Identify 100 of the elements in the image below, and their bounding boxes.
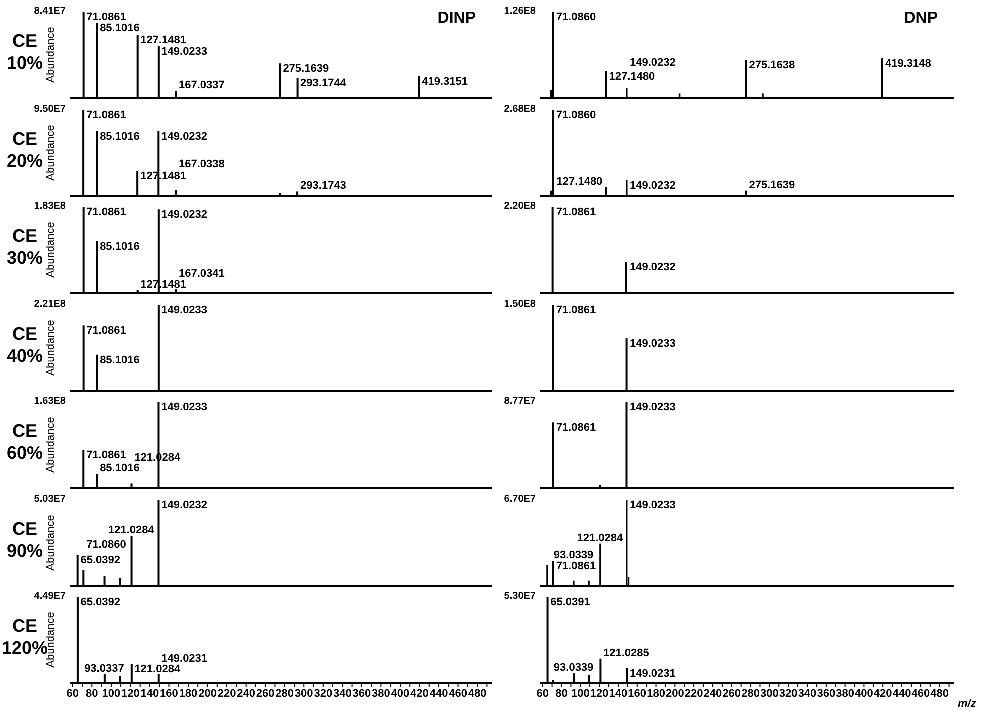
x-tick-label: 120 [122, 688, 140, 700]
x-tick-label: 360 [352, 688, 372, 700]
text: CE 10% [6, 31, 44, 73]
y-axis-title: Abundance [45, 514, 57, 570]
annotation: 275.1639 [283, 63, 330, 76]
text: 2.21E8 [34, 298, 66, 310]
x-tick-label: 220 [218, 688, 236, 700]
annotation: 85.1016 [100, 240, 140, 253]
annotation: 127.1481 [140, 34, 186, 47]
x-tick-label: 400 [855, 688, 874, 700]
x-tick-label: 240 [704, 688, 722, 700]
annotation: 121.0284 [577, 532, 624, 544]
annotation: 149.0232 [630, 262, 676, 274]
x-tick-label: 400 [391, 688, 410, 700]
y-axis-title: Abundance [45, 27, 57, 83]
x-tick-label: 260 [256, 688, 275, 700]
text: 2.68E8 [504, 104, 536, 114]
text: CE 60% [6, 421, 44, 463]
text: 9.50E7 [34, 104, 66, 114]
annotation: 167.0337 [179, 80, 225, 92]
annotation: 65.0392 [80, 554, 121, 566]
x-tick-label: 120 [590, 688, 609, 700]
x-axis-title: m/z [958, 698, 977, 710]
x-tick-label: 380 [372, 688, 390, 700]
x-tick-label: 240 [237, 688, 256, 700]
annotation: 149.0233 [162, 46, 208, 58]
annotation: 149.0232 [630, 57, 676, 70]
text: 5.03E7 [34, 494, 66, 504]
y-axis-title: Abundance [45, 320, 57, 376]
annotation: 93.0339 [554, 662, 594, 674]
annotation: 65.0391 [550, 596, 590, 608]
annotation: 149.0231 [630, 668, 676, 680]
annotation: 275.1639 [749, 178, 796, 191]
x-tick-label: 280 [276, 688, 294, 700]
x-tick-label: 360 [817, 688, 836, 700]
annotation: 85.1016 [100, 354, 140, 366]
annotation: 149.0233 [630, 402, 676, 414]
annotation: 419.3148 [885, 58, 932, 70]
x-tick-label: 100 [571, 688, 590, 700]
x-tick-label: 60 [66, 688, 80, 700]
text: 1.83E8 [34, 201, 66, 212]
annotation: 71.0860 [556, 109, 596, 121]
annotation: 71.0861 [556, 206, 596, 218]
x-tick-label: 80 [86, 688, 98, 700]
x-tick-label: 60 [536, 688, 549, 700]
annotation: 167.0338 [179, 158, 225, 170]
x-tick-label: 180 [179, 688, 198, 700]
annotation: 149.0233 [162, 402, 208, 414]
text: 6.70E7 [504, 494, 536, 504]
chart-title: DINP [438, 10, 476, 28]
annotation: 121.0285 [604, 647, 650, 660]
x-tick-label: 460 [449, 688, 468, 700]
x-tick-label: 420 [874, 688, 892, 700]
text: CE 20% [6, 128, 44, 170]
annotation: 149.0232 [162, 209, 208, 222]
annotation: 71.0860 [86, 538, 126, 551]
x-tick-label: 160 [628, 688, 647, 700]
x-tick-label: 320 [779, 688, 798, 700]
annotation: 275.1638 [749, 60, 796, 72]
text: 5.30E7 [504, 591, 536, 602]
annotation: 127.1480 [556, 175, 603, 188]
annotation: 293.1744 [300, 78, 348, 90]
x-tick-label: 220 [684, 688, 704, 700]
annotation: 71.0861 [556, 422, 596, 434]
annotation: 149.0232 [162, 130, 208, 142]
x-tick-label: 80 [556, 688, 568, 700]
x-tick-label: 480 [468, 688, 487, 700]
annotation: 65.0392 [80, 596, 121, 608]
text: 8.77E7 [504, 396, 536, 407]
annotation: 93.0337 [84, 662, 124, 675]
x-tick-label: 200 [198, 688, 217, 700]
x-tick-label: 420 [410, 688, 429, 700]
annotation: 93.0339 [554, 548, 594, 561]
annotation: 85.1016 [100, 130, 140, 142]
x-tick-label: 180 [647, 688, 666, 700]
text: 1.50E8 [504, 298, 536, 310]
annotation: 419.3151 [422, 76, 468, 88]
x-tick-label: 340 [333, 688, 352, 700]
annotation: 149.0233 [162, 304, 208, 316]
annotation: 71.0860 [556, 12, 596, 24]
x-tick-label: 100 [102, 688, 121, 700]
annotation: 293.1743 [300, 180, 346, 192]
x-tick-label: 380 [836, 688, 854, 700]
annotation: 71.0861 [556, 304, 596, 316]
annotation: 71.0861 [86, 206, 126, 218]
annotation: 85.1016 [100, 462, 140, 475]
y-axis-title: Abundance [45, 222, 57, 278]
annotation: 127.1480 [609, 70, 656, 83]
annotation: 71.0861 [86, 12, 126, 24]
annotation: 71.0861 [86, 324, 126, 337]
annotation: 71.0861 [86, 450, 126, 462]
annotation: 167.0341 [179, 268, 225, 280]
annotation: 149.0231 [162, 652, 208, 665]
text: 8.41E7 [34, 6, 66, 17]
x-tick-label: 320 [314, 688, 333, 700]
annotation: 121.0284 [108, 524, 156, 536]
x-tick-label: 160 [160, 688, 178, 700]
y-axis-title: Abundance [45, 417, 57, 473]
text: CE 90% [6, 518, 44, 560]
text: 2.20E8 [504, 201, 536, 212]
